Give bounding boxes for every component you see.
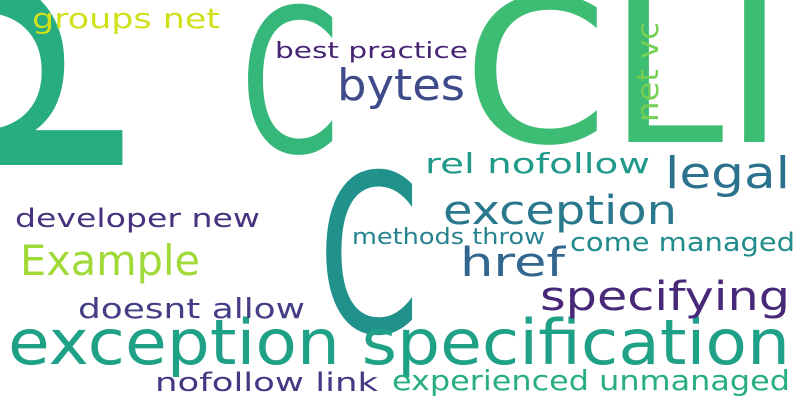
word: rel nofollow: [425, 147, 650, 180]
word: come managed: [570, 228, 795, 258]
word: specifying: [540, 274, 790, 320]
word: CLI: [463, 0, 785, 190]
word: href: [460, 240, 566, 286]
word: experienced unmanaged: [392, 364, 790, 397]
word: best practice: [275, 39, 468, 64]
word: doesnt allow: [78, 292, 305, 325]
word: bytes: [337, 60, 465, 111]
word: Example: [20, 236, 200, 285]
word: net vc: [631, 22, 666, 122]
word: nofollow link: [155, 368, 378, 398]
word: developer new: [15, 204, 260, 234]
word: C: [240, 0, 340, 200]
word: legal: [665, 148, 790, 199]
word: exception: [443, 188, 677, 234]
word: C: [318, 128, 420, 384]
word: exception specification: [8, 306, 790, 379]
word: methods throw: [352, 225, 545, 250]
word: p: [0, 0, 131, 200]
word: groups net: [32, 2, 220, 35]
